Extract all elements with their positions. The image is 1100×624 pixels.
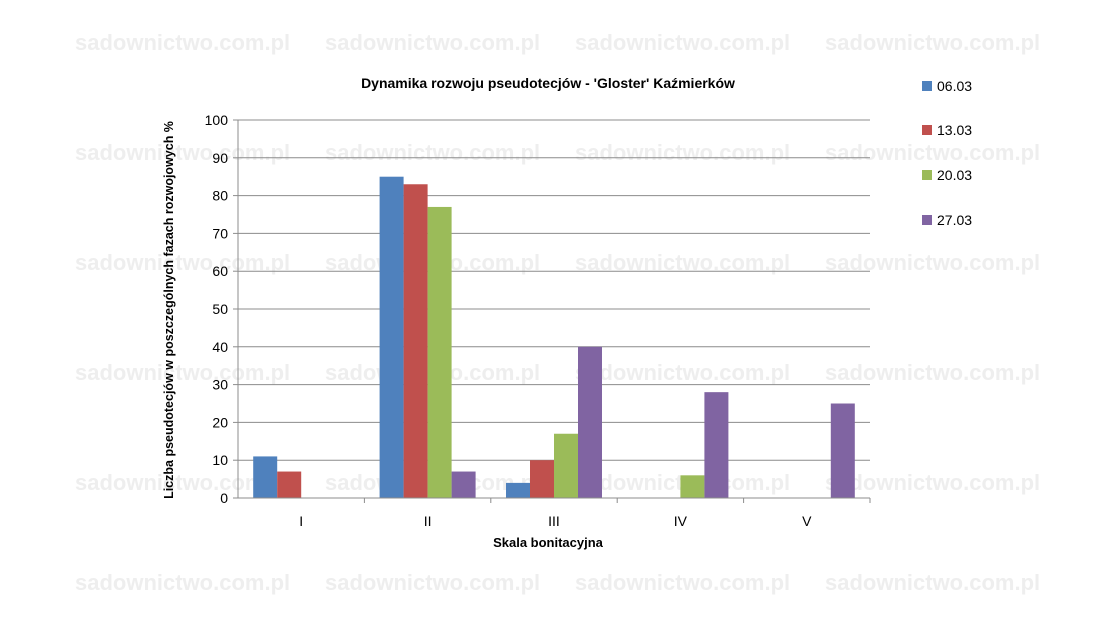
- legend: 06.03 13.03 20.03 27.03: [922, 78, 972, 228]
- chart-title: Dynamika rozwoju pseudotecjów - 'Gloster…: [361, 75, 735, 91]
- x-tick-label: I: [299, 513, 303, 529]
- y-tick-label: 100: [205, 112, 229, 128]
- watermark-text: sadownictwo.com.pl: [575, 570, 790, 595]
- x-axis-label: Skala bonitacyjna: [493, 535, 604, 550]
- y-axis-label: Liczba pseudotecjów w poszczególnych faz…: [162, 121, 176, 499]
- bar-20-03-III: [554, 433, 578, 498]
- legend-swatch: [922, 170, 932, 180]
- y-tick-label: 90: [212, 150, 228, 166]
- y-tick-label: 0: [220, 490, 228, 506]
- watermark-text: sadownictwo.com.pl: [325, 570, 540, 595]
- bar-27-03-V: [830, 403, 855, 498]
- x-tick-label: II: [424, 513, 432, 529]
- bar-13-03-I: [277, 471, 302, 498]
- watermark-text: sadownictwo.com.pl: [825, 140, 1040, 165]
- legend-label: 06.03: [937, 78, 972, 94]
- bar-06-03-I: [253, 456, 278, 498]
- y-tick-label: 60: [212, 263, 228, 279]
- bar-27-03-IV: [704, 392, 729, 498]
- legend-label: 27.03: [937, 212, 972, 228]
- watermark-text: sadownictwo.com.pl: [75, 140, 290, 165]
- watermark-text: sadownictwo.com.pl: [575, 360, 790, 385]
- legend-swatch: [922, 125, 932, 135]
- gridlines: [238, 119, 870, 461]
- y-tick-label: 80: [212, 188, 228, 204]
- legend-swatch: [922, 81, 932, 91]
- watermark-text: sadownictwo.com.pl: [75, 570, 290, 595]
- y-tick-label: 20: [212, 414, 228, 430]
- y-tick-label: 70: [212, 225, 228, 241]
- watermark-text: sadownictwo.com.pl: [325, 140, 540, 165]
- legend-label: 13.03: [937, 122, 972, 138]
- watermark-text: sadownictwo.com.pl: [825, 570, 1040, 595]
- bar-27-03-II: [451, 471, 476, 498]
- watermark-text: sadownictwo.com.pl: [325, 30, 540, 55]
- bars: [253, 176, 855, 498]
- bar-20-03-II: [427, 206, 452, 498]
- legend-label: 20.03: [937, 167, 972, 183]
- bar-06-03-III: [506, 482, 530, 498]
- legend-swatch: [922, 215, 932, 225]
- bar-13-03-II: [403, 184, 428, 498]
- y-tick-label: 50: [212, 301, 228, 317]
- watermark-text: sadownictwo.com.pl: [825, 470, 1040, 495]
- watermark-text: sadownictwo.com.pl: [75, 30, 290, 55]
- bar-06-03-II: [379, 176, 404, 498]
- watermark-layer: sadownictwo.com.pl sadownictwo.com.pl sado…: [75, 30, 1040, 595]
- y-tick-label: 10: [212, 452, 228, 468]
- y-tick-label: 30: [212, 377, 228, 393]
- watermark-text: sadownictwo.com.pl: [575, 140, 790, 165]
- watermark-text: sadownictwo.com.pl: [825, 360, 1040, 385]
- bar-13-03-III: [530, 460, 554, 498]
- watermark-text: sadownictwo.com.pl: [75, 360, 290, 385]
- bar-27-03-III: [578, 346, 602, 498]
- watermark-text: sadownictwo.com.pl: [575, 30, 790, 55]
- x-tick-label: III: [548, 513, 560, 529]
- bar-20-03-IV: [680, 475, 705, 498]
- watermark-text: sadownictwo.com.pl: [825, 30, 1040, 55]
- x-tick-label: IV: [674, 513, 688, 529]
- x-tick-label: V: [802, 513, 812, 529]
- y-tick-label: 40: [212, 339, 228, 355]
